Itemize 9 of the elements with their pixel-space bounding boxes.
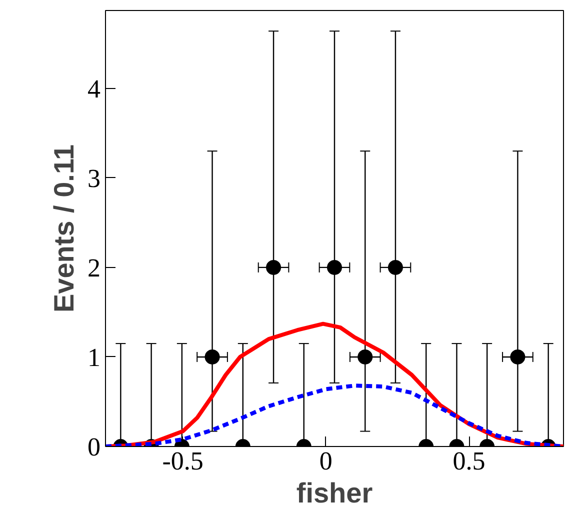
- x-tick-label: 0.5: [452, 446, 486, 476]
- y-tick-label: 3: [88, 164, 100, 193]
- x-tick-label: 0: [319, 446, 332, 476]
- y-tick-label: 2: [88, 253, 100, 282]
- x-axis-title: fisher: [296, 478, 373, 508]
- y-tick-label: 1: [88, 342, 100, 372]
- y-tick-label: 4: [88, 74, 100, 104]
- x-tick-label: -0.5: [162, 446, 204, 476]
- y-axis-title: Events / 0.11: [48, 144, 80, 313]
